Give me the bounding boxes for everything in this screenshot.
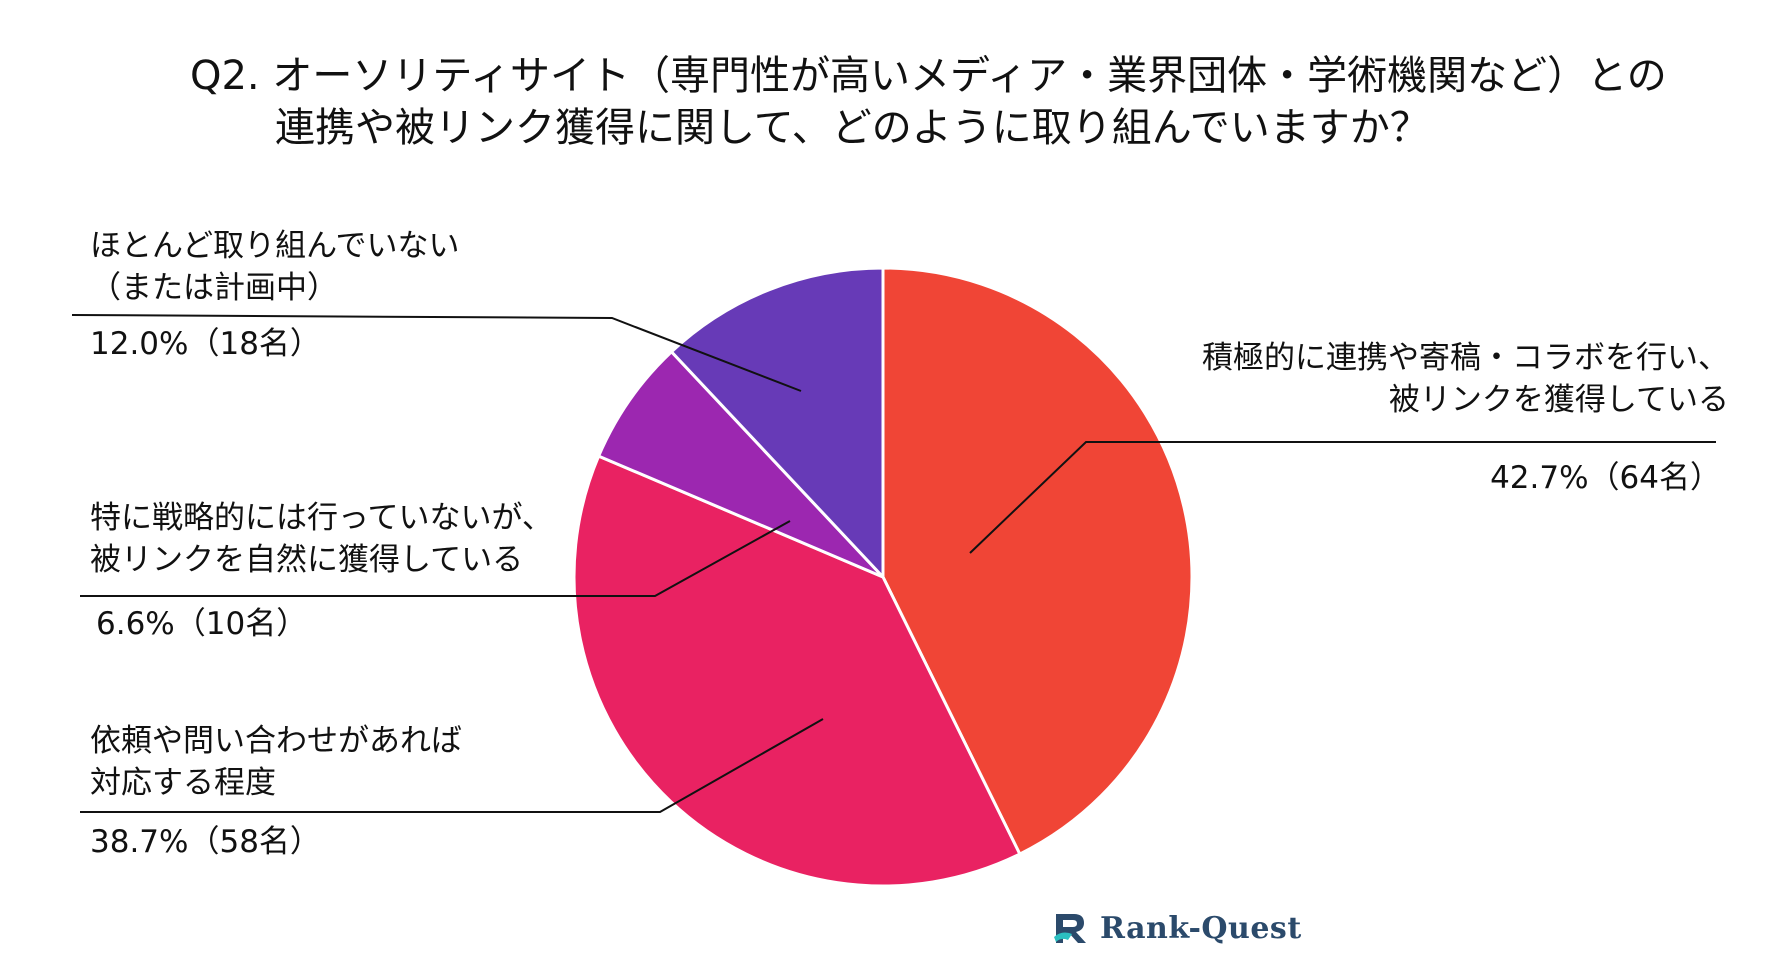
- slice-value-4: 12.0%（18名）: [90, 326, 321, 362]
- pie-slice-1: [881, 266, 1194, 857]
- slice-label-2-line-2: 対応する程度: [90, 765, 276, 801]
- slice-label-3-line-2: 被リンクを自然に獲得している: [90, 542, 524, 578]
- leader-lines: [71, 314, 1716, 813]
- slice-value-3: 6.6%（10名）: [96, 606, 308, 642]
- slice-label-1-line-2: 被リンクを獲得している: [1388, 382, 1729, 418]
- brand-name: Rank-Quest: [1100, 910, 1302, 946]
- slice-label-2-line-1: 依頼や問い合わせがあれば: [90, 723, 462, 759]
- pie-slices: [572, 266, 1194, 888]
- slice-label-3-line-1: 特に戦略的には行っていないが、: [90, 500, 553, 536]
- slice-label-4: ほとんど取り組んでいない （または計画中）: [90, 225, 460, 309]
- slice-label-4-line-2: （または計画中）: [90, 270, 338, 306]
- brand-logo: Rank-Quest: [1052, 910, 1302, 946]
- pie-slice-2: [572, 454, 1022, 888]
- slice-label-1: 積極的に連携や寄稿・コラボを行い、 被リンクを獲得している: [1202, 337, 1729, 421]
- slice-label-1-line-1: 積極的に連携や寄稿・コラボを行い、: [1202, 340, 1729, 376]
- chart-title-line-1: Q2. オーソリティサイト（専門性が高いメディア・業界団体・学術機関など）との: [190, 53, 1667, 99]
- pie-slice-3: [596, 349, 885, 579]
- leader-line-slice-2: [80, 718, 824, 813]
- slice-label-2: 依頼や問い合わせがあれば 対応する程度: [90, 720, 462, 804]
- leader-line-slice-4: [71, 314, 802, 392]
- leader-line-slice-3: [80, 520, 791, 597]
- slice-value-2: 38.7%（58名）: [90, 824, 321, 860]
- slice-label-4-line-1: ほとんど取り組んでいない: [90, 228, 460, 264]
- pie-slice-4: [669, 266, 885, 581]
- rank-quest-logo-icon: [1054, 914, 1086, 943]
- leader-line-slice-1: [969, 441, 1716, 554]
- slice-value-1: 42.7%（64名）: [1490, 460, 1721, 496]
- slice-label-3: 特に戦略的には行っていないが、 被リンクを自然に獲得している: [90, 497, 553, 581]
- chart-title-line-2: 連携や被リンク獲得に関して、どのように取り組んでいますか？: [275, 105, 1430, 151]
